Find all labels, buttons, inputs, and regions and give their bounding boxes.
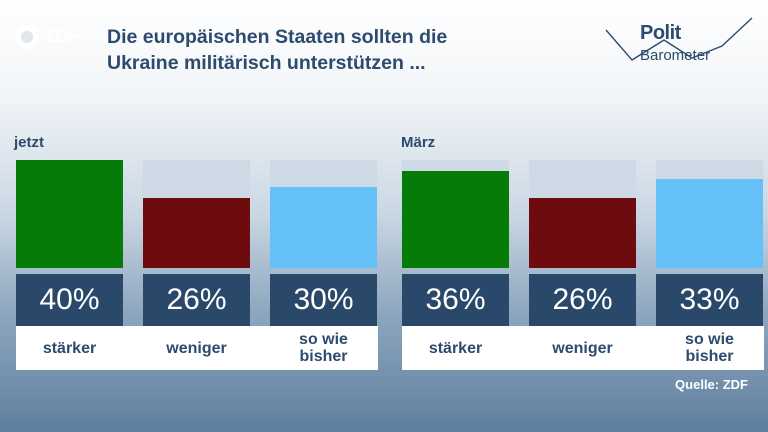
bar-track-so-wie-bisher [270, 160, 377, 268]
bar-weniger [529, 198, 636, 268]
value-label-weniger: 26% [529, 274, 636, 326]
bar-weniger [143, 198, 250, 268]
bar-staerker [16, 160, 123, 268]
brand-line-2: Barometer [640, 47, 711, 64]
value-label-so-wie-bisher: 30% [270, 274, 377, 326]
chart-jetzt: 40% stärker 26% weniger 30% so wie bisher [16, 160, 378, 370]
chart-title-line-2: Ukraine militärisch unterstützen ... [107, 52, 426, 74]
label-strip [16, 326, 378, 370]
value-label-staerker: 40% [16, 274, 123, 326]
category-label-staerker: stärker [428, 339, 483, 357]
brand-line-1: Polit [640, 22, 681, 44]
category-label-so-wie-bisher: so wie bisher [685, 331, 734, 365]
zdf-logo-text: ZDF [45, 26, 79, 46]
source-note: Quelle: ZDF [675, 377, 748, 392]
bar-staerker [402, 171, 509, 268]
group-label-maerz: März [401, 134, 436, 151]
bar-track-weniger [143, 160, 250, 268]
bar-so-wie-bisher [270, 187, 377, 268]
zdf-logo: ZDF [14, 24, 80, 50]
bar-track-weniger [529, 160, 636, 268]
bar-track-staerker [402, 160, 509, 268]
politbarometer-line-icon [605, 17, 753, 61]
zdf-logo-icon [15, 25, 39, 49]
label-strip [402, 326, 764, 370]
bar-track-staerker [16, 160, 123, 268]
bar-track-so-wie-bisher [656, 160, 763, 268]
chart-title-line-1: Die europäischen Staaten sollten die [107, 26, 448, 48]
value-label-staerker: 36% [402, 274, 509, 326]
chart-title: Die europäischen Staaten sollten die Ukr… [107, 24, 577, 76]
category-label-so-wie-bisher: so wie bisher [299, 331, 348, 365]
category-label-staerker: stärker [42, 339, 97, 357]
chart-maerz: 36% stärker 26% weniger 33% so wie bisher [402, 160, 764, 370]
value-label-weniger: 26% [143, 274, 250, 326]
group-label-jetzt: jetzt [14, 134, 44, 151]
category-label-weniger: weniger [166, 339, 227, 357]
bar-so-wie-bisher [656, 179, 763, 268]
category-label-weniger: weniger [552, 339, 613, 357]
value-label-so-wie-bisher: 33% [656, 274, 763, 326]
